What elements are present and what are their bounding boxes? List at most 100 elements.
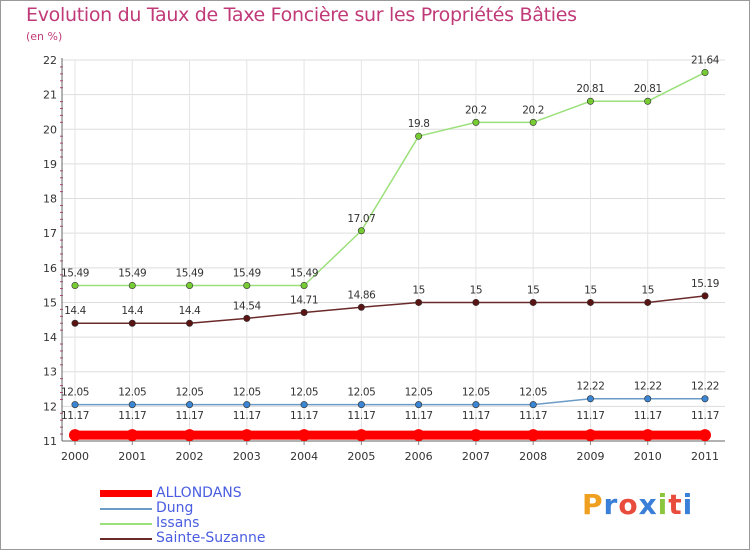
data-label: 20.2 — [522, 104, 544, 116]
x-tick-label: 2001 — [118, 450, 146, 463]
data-label: 14.4 — [179, 305, 201, 317]
data-point — [183, 429, 196, 442]
proxiti-logo: Proxiti — [582, 488, 693, 521]
x-tick-label: 2008 — [519, 450, 547, 463]
data-point — [584, 429, 597, 442]
data-point — [298, 429, 311, 442]
data-label: 12.05 — [462, 387, 490, 399]
data-point — [644, 298, 652, 306]
data-label: 19.8 — [408, 118, 430, 130]
legend-item-allondans: ALLONDANS — [100, 486, 265, 501]
data-label: 11.17 — [691, 410, 719, 422]
data-label: 11.17 — [405, 410, 433, 422]
series-line-issans — [75, 71, 706, 287]
data-label: 15.49 — [176, 267, 204, 279]
logo-letter: o — [618, 488, 639, 521]
data-point — [186, 281, 194, 289]
legend-item-sainte-suzanne: Sainte-Suzanne — [100, 531, 265, 546]
data-point — [586, 97, 594, 105]
data-label: 12.05 — [61, 387, 89, 399]
data-label: 14.4 — [121, 305, 143, 317]
data-label: 15 — [527, 284, 540, 296]
y-tick-label: 17 — [43, 227, 57, 240]
data-point — [641, 429, 654, 442]
y-tick-label: 12 — [43, 400, 57, 413]
data-point — [243, 314, 251, 322]
x-tick-label: 2005 — [347, 450, 375, 463]
data-point — [243, 281, 251, 289]
data-label: 12.05 — [290, 387, 318, 399]
data-label: 11.17 — [176, 410, 204, 422]
y-tick-label: 16 — [43, 262, 57, 275]
legend-label: Dung — [156, 500, 194, 516]
data-point — [586, 395, 594, 403]
legend-swatch — [100, 490, 152, 497]
data-point — [472, 401, 480, 409]
data-label: 17.07 — [347, 213, 375, 225]
data-label: 15.49 — [118, 267, 146, 279]
data-point — [126, 429, 139, 442]
y-tick-label: 20 — [43, 123, 57, 136]
data-point — [355, 429, 368, 442]
logo-letter: t — [668, 488, 683, 521]
data-point — [71, 319, 79, 327]
x-tick-label: 2004 — [290, 450, 318, 463]
data-point — [412, 429, 425, 442]
y-tick-label: 18 — [43, 193, 57, 206]
legend-item-dung: Dung — [100, 501, 265, 516]
data-point — [701, 292, 709, 300]
data-label: 12.05 — [519, 387, 547, 399]
data-label: 11.17 — [233, 410, 261, 422]
data-point — [644, 395, 652, 403]
data-point — [469, 429, 482, 442]
data-point — [472, 298, 480, 306]
data-label: 14.54 — [233, 300, 262, 312]
data-point — [186, 401, 194, 409]
data-point — [527, 429, 540, 442]
data-label: 14.4 — [64, 305, 86, 317]
data-point — [300, 308, 308, 316]
legend-item-issans: Issans — [100, 516, 265, 531]
x-tick-label: 2010 — [634, 450, 662, 463]
legend-swatch — [100, 507, 152, 510]
data-point — [644, 97, 652, 105]
data-label: 11.17 — [634, 410, 662, 422]
data-label: 15 — [412, 284, 425, 296]
data-label: 11.17 — [519, 410, 547, 422]
x-tick-label: 2009 — [576, 450, 604, 463]
data-label: 11.17 — [347, 410, 375, 422]
series-line-sainte-suzanne — [75, 295, 706, 324]
y-tick-label: 22 — [43, 54, 57, 67]
data-point — [128, 281, 136, 289]
x-tick-label: 2007 — [462, 450, 490, 463]
data-point — [529, 401, 537, 409]
data-point — [128, 401, 136, 409]
data-point — [415, 298, 423, 306]
logo-letter: i — [682, 488, 694, 521]
unit-label: (en %) — [26, 30, 63, 43]
data-point — [586, 298, 594, 306]
data-label: 12.22 — [634, 381, 662, 393]
data-point — [300, 401, 308, 409]
data-point — [529, 118, 537, 126]
series-line-dung — [75, 397, 705, 406]
data-point — [128, 319, 136, 327]
data-point — [243, 401, 251, 409]
x-tick-label: 2002 — [176, 450, 204, 463]
y-tick-label: 13 — [43, 366, 57, 379]
data-label: 20.2 — [465, 104, 487, 116]
data-label: 15.49 — [290, 267, 318, 279]
data-label: 15.19 — [691, 278, 719, 290]
y-tick-label: 21 — [43, 89, 57, 102]
logo-letter: i — [657, 488, 669, 521]
x-tick-label: 2006 — [405, 450, 433, 463]
y-tick-label: 11 — [43, 435, 57, 448]
data-label: 12.22 — [576, 381, 604, 393]
data-label: 15.49 — [61, 267, 89, 279]
data-label: 11.17 — [61, 410, 89, 422]
data-label: 11.17 — [462, 410, 490, 422]
data-label: 15 — [641, 284, 654, 296]
y-tick-label: 19 — [43, 158, 57, 171]
